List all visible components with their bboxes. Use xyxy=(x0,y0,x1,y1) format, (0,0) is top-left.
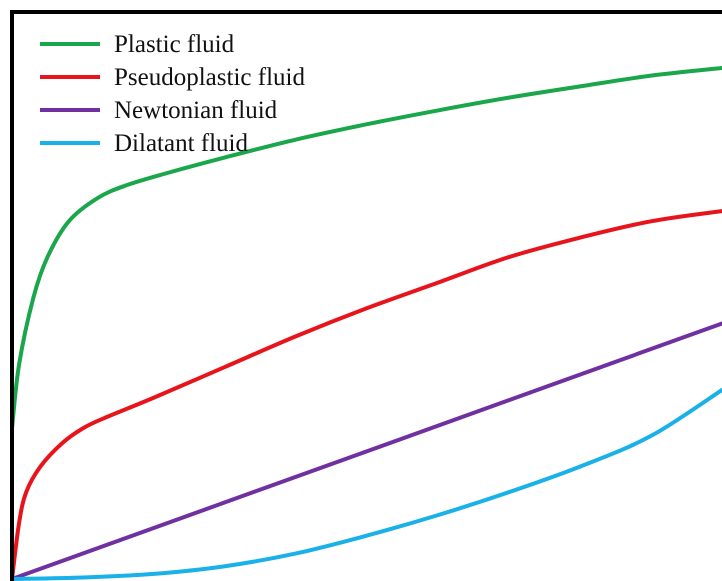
legend-item-dilatant-fluid: Dilatant fluid xyxy=(40,130,248,157)
legend-label: Pseudoplastic fluid xyxy=(114,64,305,91)
legend-item-newtonian-fluid: Newtonian fluid xyxy=(40,97,278,124)
legend-item-pseudoplastic-fluid: Pseudoplastic fluid xyxy=(40,64,305,91)
legend-item-plastic-fluid: Plastic fluid xyxy=(40,31,235,58)
legend-label: Newtonian fluid xyxy=(114,97,278,124)
legend: Plastic fluid Pseudoplastic fluid Newtonia… xyxy=(40,31,305,157)
series-line-plastic-fluid xyxy=(10,66,722,431)
series-line-newtonian-fluid xyxy=(10,321,722,581)
series-line-dilatant-fluid xyxy=(10,387,722,581)
series-line-pseudoplastic-fluid xyxy=(10,209,722,581)
legend-label: Dilatant fluid xyxy=(114,130,248,157)
legend-label: Plastic fluid xyxy=(114,31,235,58)
axes-layer xyxy=(10,10,722,581)
series-layer xyxy=(10,66,722,581)
